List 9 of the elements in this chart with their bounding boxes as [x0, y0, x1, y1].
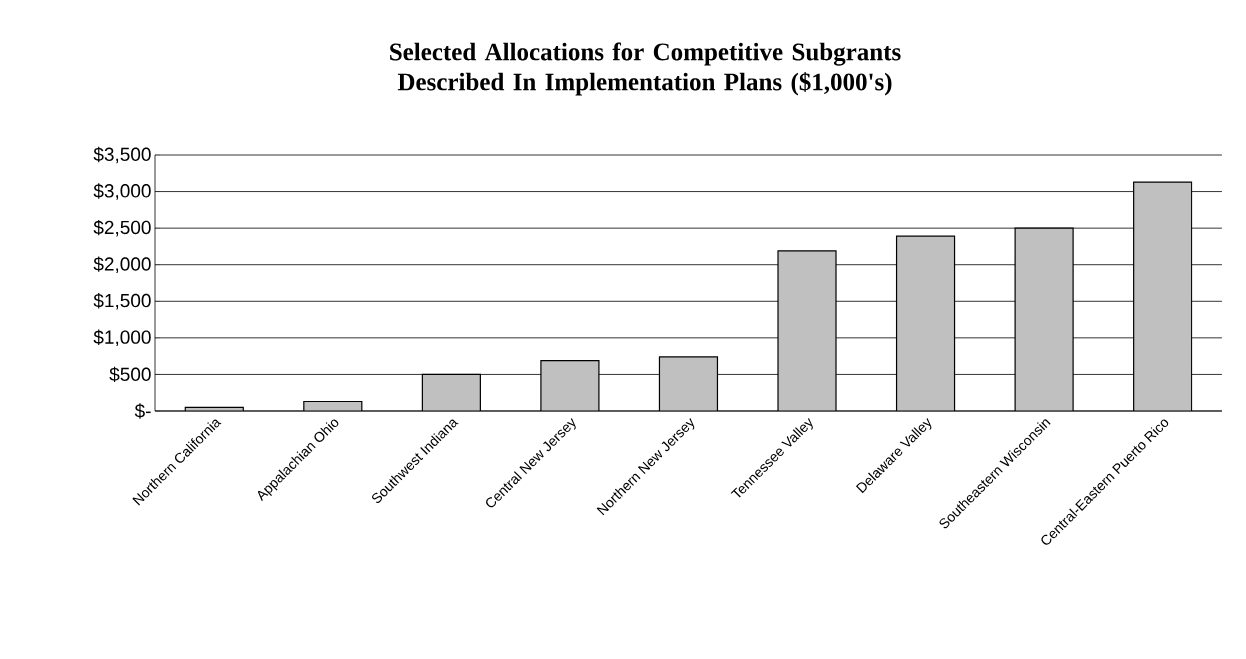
y-tick-label: $1,500	[93, 293, 151, 310]
y-tick-label: $3,500	[93, 146, 151, 164]
y-tick-label: $2,000	[93, 256, 151, 273]
y-tick-label: $500	[109, 366, 151, 383]
y-tick-label: $3,000	[93, 183, 151, 200]
chart-title: Selected Allocations for Competitive Subgrants Described In Implementation Plans ($1,000's)	[390, 42, 901, 96]
y-tick-label: $-	[134, 403, 151, 419]
y-tick-label: $1,000	[93, 329, 151, 347]
y-tick-label: $2,500	[93, 219, 151, 237]
